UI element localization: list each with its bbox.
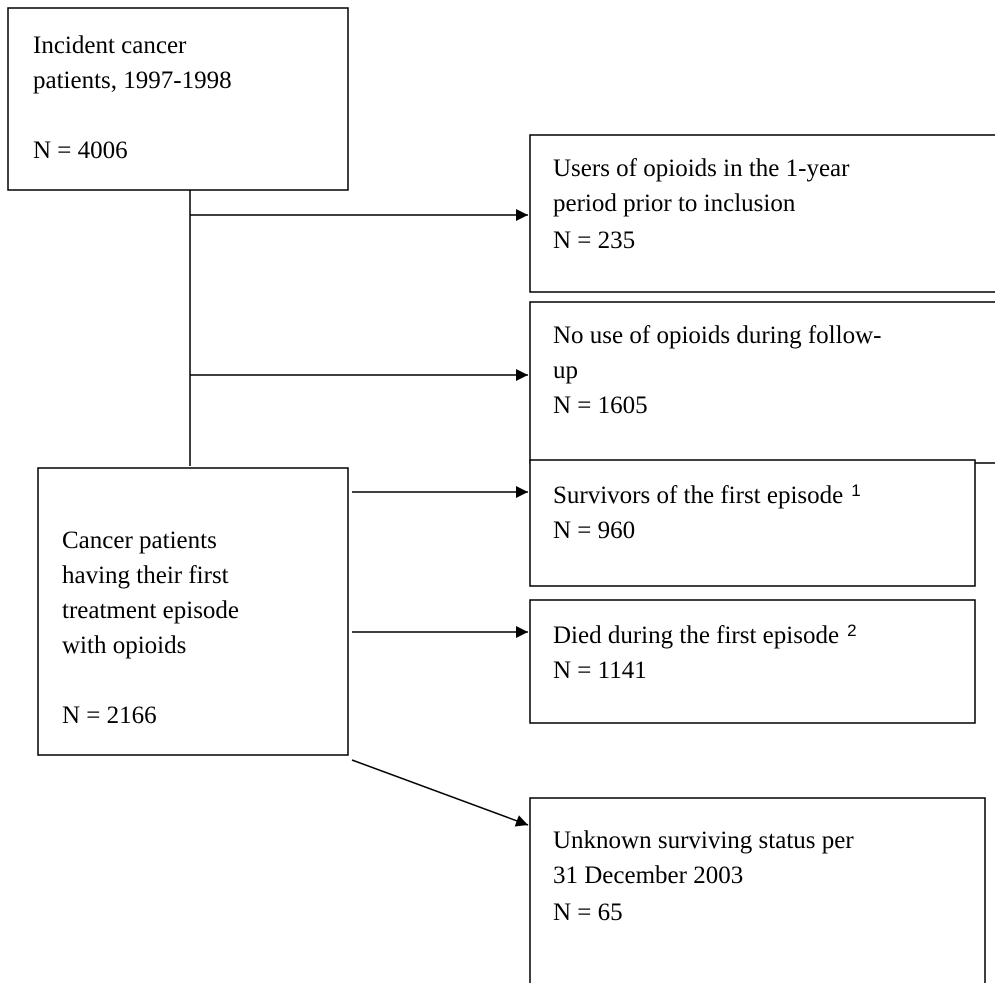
box-text: Cancer patients bbox=[62, 527, 217, 554]
box-frame bbox=[7, 7, 349, 191]
box: Unknown surviving status per 31 December… bbox=[529, 797, 986, 983]
footnote-mark: 1 bbox=[851, 481, 860, 500]
footnote-mark: 2 bbox=[847, 621, 856, 640]
box-text: N = 2166 bbox=[62, 702, 157, 729]
box-text: with opioids bbox=[62, 632, 186, 659]
box-text: N = 960 bbox=[553, 517, 635, 544]
box-frame bbox=[529, 797, 986, 983]
box-text: N = 1141 bbox=[553, 657, 647, 684]
box: Died during the first episode 2 N = 1141 bbox=[529, 599, 976, 724]
box: Users of opioids in the 1-year period pr… bbox=[529, 134, 995, 293]
box-text: Survivors of the first episode 1 bbox=[553, 481, 861, 509]
connectors bbox=[189, 190, 529, 827]
box-frame bbox=[529, 459, 976, 587]
box-text: Died during the first episode 2 bbox=[553, 621, 857, 649]
box: Incident cancer patients, 1997-1998 N = … bbox=[7, 7, 349, 191]
box-text-line: Died during the first episode bbox=[553, 622, 839, 649]
box-text: Users of opioids in the 1-year bbox=[553, 155, 850, 182]
box-text: N = 4006 bbox=[33, 137, 128, 164]
box: Survivors of the first episode 1 N = 960 bbox=[529, 459, 976, 587]
box-text: Incident cancer bbox=[33, 32, 187, 59]
box-frame bbox=[529, 301, 995, 464]
box-text: patients, 1997-1998 bbox=[33, 67, 232, 94]
box-text-line: Survivors of the first episode bbox=[553, 482, 843, 509]
box-text: Unknown surviving status per bbox=[553, 827, 854, 854]
box-frame bbox=[37, 467, 349, 756]
box: Cancer patients having their first treat… bbox=[37, 467, 349, 756]
box-text: treatment episode bbox=[62, 597, 239, 624]
box-frame bbox=[529, 134, 995, 293]
box: No use of opioids during follow- up N = … bbox=[529, 301, 995, 464]
arrow bbox=[351, 759, 529, 827]
box-frame bbox=[529, 599, 976, 724]
box-text: period prior to inclusion bbox=[553, 190, 796, 217]
box-text: 31 December 2003 bbox=[553, 862, 743, 889]
box-text: up bbox=[553, 357, 578, 384]
box-text: N = 1605 bbox=[553, 392, 648, 419]
box-text: N = 65 bbox=[553, 899, 623, 926]
box-text: having their first bbox=[62, 562, 229, 589]
box-text: No use of opioids during follow- bbox=[553, 322, 881, 349]
box-text: N = 235 bbox=[553, 227, 635, 254]
